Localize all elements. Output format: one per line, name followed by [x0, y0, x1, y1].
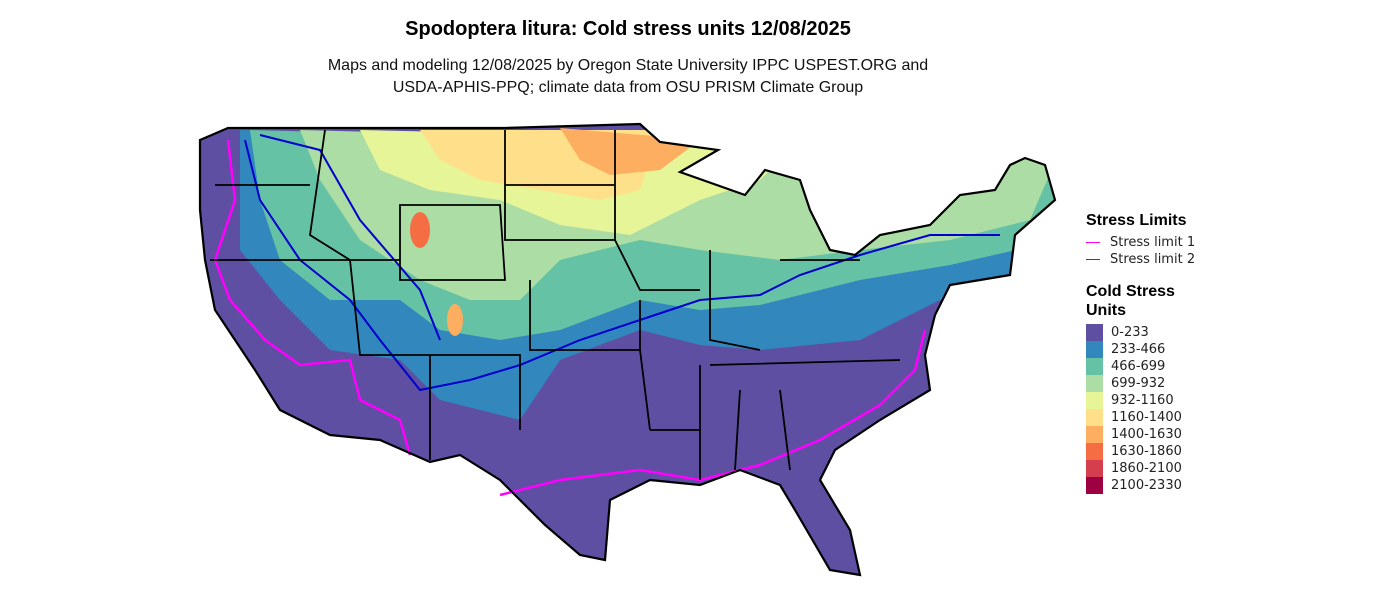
- color-swatch: [1086, 324, 1103, 341]
- state-boundaries: [198, 122, 1057, 577]
- legend: Stress Limits Stress limit 1 Stress limi…: [1086, 211, 1195, 494]
- legend-bin: 1860-2100: [1086, 460, 1195, 477]
- legend-bin: 932-1160: [1086, 392, 1195, 409]
- color-swatch: [1086, 426, 1103, 443]
- legend-label: 1400-1630: [1111, 427, 1182, 442]
- stress-raster: [200, 124, 1055, 575]
- color-swatch: [1086, 460, 1103, 477]
- legend-label: 699-932: [1111, 376, 1166, 391]
- legend-bin: 2100-2330: [1086, 477, 1195, 494]
- legend-bin: 1160-1400: [1086, 409, 1195, 426]
- legend-item-stress-limit-1: Stress limit 1: [1086, 234, 1195, 251]
- subtitle-line-2: USDA-APHIS-PPQ; climate data from OSU PR…: [392, 79, 864, 96]
- legend-bin: 233-466: [1086, 341, 1195, 358]
- color-swatch: [1086, 358, 1103, 375]
- color-swatch: [1086, 409, 1103, 426]
- color-swatch: [1086, 375, 1103, 392]
- subtitle-line-1: Maps and modeling 12/08/2025 by Oregon S…: [327, 57, 929, 74]
- legend-item-stress-limit-2: Stress limit 2: [1086, 251, 1195, 268]
- color-swatch: [1086, 443, 1103, 460]
- cold-stress-units-title: Cold Stress Units: [1086, 282, 1195, 320]
- color-bins: 0-233 233-466 466-699 699-932 932-1160 1160-1…: [1086, 324, 1195, 494]
- stress-limits-title: Stress Limits: [1086, 212, 1187, 229]
- legend-label: Stress limit 2: [1110, 252, 1196, 267]
- legend-bin: 1400-1630: [1086, 426, 1195, 443]
- legend-label: Stress limit 1: [1110, 235, 1196, 250]
- stress-limit-1-line: [213, 139, 927, 497]
- stress-limit-2-line: [244, 134, 1000, 392]
- color-swatch: [1086, 392, 1103, 409]
- color-swatch: [1086, 477, 1103, 494]
- map-subtitle: Maps and modeling 12/08/2025 by Oregon S…: [0, 55, 1256, 99]
- legend-label: 932-1160: [1111, 393, 1174, 408]
- line-swatch: [1086, 259, 1100, 260]
- legend-bin: 0-233: [1086, 324, 1195, 341]
- legend-label: 233-466: [1111, 342, 1166, 357]
- map-title: Spodoptera litura: Cold stress units 12/…: [405, 18, 851, 40]
- legend-bin: 466-699: [1086, 358, 1195, 375]
- legend-label: 2100-2330: [1111, 478, 1182, 493]
- legend-bin: 699-932: [1086, 375, 1195, 392]
- line-swatch: [1086, 242, 1100, 243]
- bin-1400-1630-patch: [447, 304, 463, 336]
- legend-label: 1860-2100: [1111, 461, 1182, 476]
- color-swatch: [1086, 341, 1103, 358]
- legend-label: 1160-1400: [1111, 410, 1182, 425]
- bin-1630-1860-area: [410, 212, 430, 248]
- legend-label: 1630-1860: [1111, 444, 1182, 459]
- title-line-1: Cold Stress: [1086, 283, 1175, 300]
- legend-bin: 1630-1860: [1086, 443, 1195, 460]
- legend-label: 466-699: [1111, 359, 1166, 374]
- legend-label: 0-233: [1111, 325, 1149, 340]
- title-line-2: Units: [1086, 302, 1126, 319]
- us-cold-stress-map: [198, 122, 1057, 577]
